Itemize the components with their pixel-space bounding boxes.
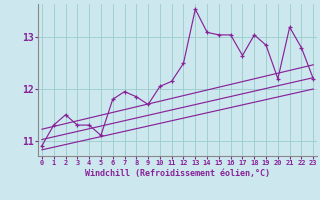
X-axis label: Windchill (Refroidissement éolien,°C): Windchill (Refroidissement éolien,°C) [85, 169, 270, 178]
